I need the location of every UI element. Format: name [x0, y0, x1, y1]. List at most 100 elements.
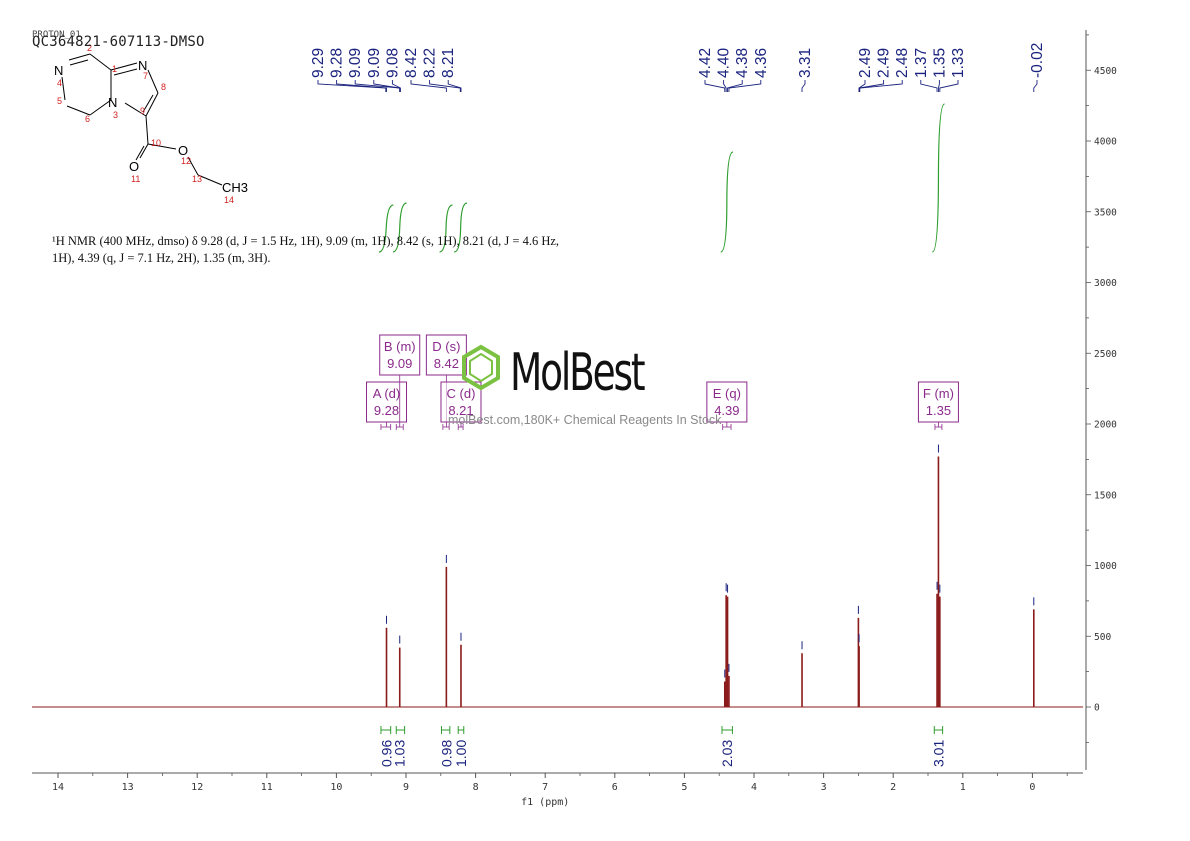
atom-n3: N	[108, 95, 117, 110]
peak-label: 2.49	[857, 48, 874, 78]
y-tick-label: 1500	[1094, 490, 1117, 501]
peak-label: 8.22	[422, 48, 439, 78]
integral-value: 1.03	[392, 740, 408, 767]
atom-number-10: 10	[151, 138, 161, 148]
integral-value: 2.03	[719, 740, 735, 767]
peak-label: 1.33	[950, 48, 967, 78]
x-tick-label: 14	[52, 782, 64, 793]
atom-number-7: 7	[143, 71, 148, 81]
watermark-text: molBest.com,180K+ Chemical Reagents In S…	[448, 413, 722, 427]
peak-label-connector	[410, 80, 447, 92]
multiplet-label: E (q)	[713, 386, 741, 401]
multiplet-box	[917, 381, 959, 423]
peak-label-connector	[391, 80, 401, 92]
multiplet-value: 1.35	[926, 403, 951, 418]
y-tick-label: 4000	[1094, 137, 1117, 148]
peak-label: 9.08	[384, 48, 401, 78]
peak-label: 9.28	[329, 48, 346, 78]
integral-curve	[378, 204, 394, 253]
x-tick-label: 2	[890, 782, 896, 793]
x-axis-title: f1 (ppm)	[521, 797, 569, 808]
multiplet-value: 4.39	[714, 403, 739, 418]
atom-number-13: 13	[192, 174, 202, 184]
y-tick-label: 0	[1094, 703, 1100, 714]
peak-label-connector	[1033, 80, 1038, 92]
multiplet-label: D (s)	[432, 339, 460, 354]
nmr-description-line-2: 1H), 4.39 (q, J = 7.1 Hz, 2H), 1.35 (m, …	[52, 251, 271, 265]
peak-label: 2.49	[876, 48, 893, 78]
y-tick-label: 1000	[1094, 561, 1117, 572]
peak-label-connector	[801, 80, 806, 92]
y-tick-label: 2500	[1094, 349, 1117, 360]
x-tick-label: 13	[122, 782, 134, 793]
atom-ch3: CH3	[222, 180, 248, 195]
peak-label: 1.35	[931, 48, 948, 78]
integral-curve	[439, 204, 453, 253]
nmr-description: ¹H NMR (400 MHz, dmso) δ 9.28 (d, J = 1.…	[52, 233, 612, 267]
atom-n4: N	[54, 63, 63, 78]
atom-o11: O	[129, 159, 139, 174]
peak-label: 2.48	[894, 48, 911, 78]
y-tick-label: 3000	[1094, 278, 1117, 289]
atom-o12: O	[178, 143, 188, 158]
integral-curve	[392, 202, 407, 253]
peak-label-connector	[920, 80, 938, 92]
integral-value: 0.98	[438, 740, 454, 767]
peak-label-connector	[447, 80, 462, 92]
atom-number-2: 2	[87, 43, 92, 53]
atom-number-4: 4	[57, 78, 62, 88]
x-tick-label: 0	[1029, 782, 1035, 793]
multiplet-label: B (m)	[384, 339, 416, 354]
peak-label: 1.37	[913, 48, 930, 78]
integral-curve	[720, 151, 734, 253]
multiplet-value: 8.21	[448, 403, 473, 418]
x-tick-label: 6	[612, 782, 618, 793]
chemical-structure: N N N O O CH3 1 2 3 4 5 6 7 8 9 10 11 12…	[54, 43, 248, 205]
multiplet-box	[379, 334, 421, 376]
peak-labels-layer: 9.29 9.28 9.09 9.09 9.08 8.42 8.22 8.21 4.42 4.40…	[310, 43, 1046, 92]
peak-label: 3.31	[797, 48, 814, 78]
x-tick-label: 12	[191, 782, 203, 793]
multiplet-boxes-layer: A (d) 9.28 B (m) 9.09 D (s) 8.42 C (d) 8.21 E (q…	[366, 334, 959, 430]
multiplet-label: A (d)	[373, 386, 400, 401]
peak-label-connector	[728, 80, 762, 92]
axes-layer: 14 13 12 11 10 9 8 7 6 5 4 3 2 1 0f1 (ppm)050010001500…	[32, 30, 1117, 808]
spectrum-layer	[32, 444, 1083, 708]
peak-label: 8.21	[440, 48, 457, 78]
peak-label-connector	[939, 80, 959, 92]
atom-n7: N	[138, 58, 147, 73]
atom-number-14: 14	[224, 195, 234, 205]
peak-label: 4.36	[753, 48, 770, 78]
x-tick-label: 10	[330, 782, 342, 793]
experiment-name: PROTON_01	[32, 30, 81, 40]
multiplet-label: C (d)	[447, 386, 476, 401]
multiplet-value: 8.42	[434, 356, 459, 371]
peak-label-connector	[937, 80, 940, 92]
atom-number-6: 6	[85, 114, 90, 124]
x-tick-label: 8	[473, 782, 479, 793]
x-tick-label: 5	[681, 782, 687, 793]
integral-curve	[454, 202, 468, 253]
atom-number-9: 9	[140, 106, 145, 116]
y-tick-label: 2000	[1094, 420, 1117, 431]
x-tick-label: 1	[960, 782, 966, 793]
watermark-logo-icon	[462, 344, 500, 391]
peak-label-connector	[429, 80, 461, 92]
x-tick-label: 4	[751, 782, 757, 793]
peak-label: -0.02	[1029, 43, 1046, 78]
multiplet-box	[425, 334, 467, 376]
integral-value: 0.96	[379, 740, 395, 767]
integral-value: 3.01	[930, 740, 946, 767]
peak-label-connector	[727, 80, 743, 92]
x-tick-label: 3	[821, 782, 827, 793]
multiplet-box	[440, 381, 482, 423]
multiplet-value: 9.09	[387, 356, 412, 371]
peak-label-connector	[859, 80, 903, 92]
atom-number-11: 11	[131, 174, 140, 184]
peak-label: 4.38	[734, 48, 751, 78]
peak-label-connector	[723, 80, 727, 92]
integral-curves-layer	[378, 103, 945, 253]
sample-id: QC364821-607113-DMSO	[32, 34, 205, 50]
peak-label: 9.09	[347, 48, 364, 78]
